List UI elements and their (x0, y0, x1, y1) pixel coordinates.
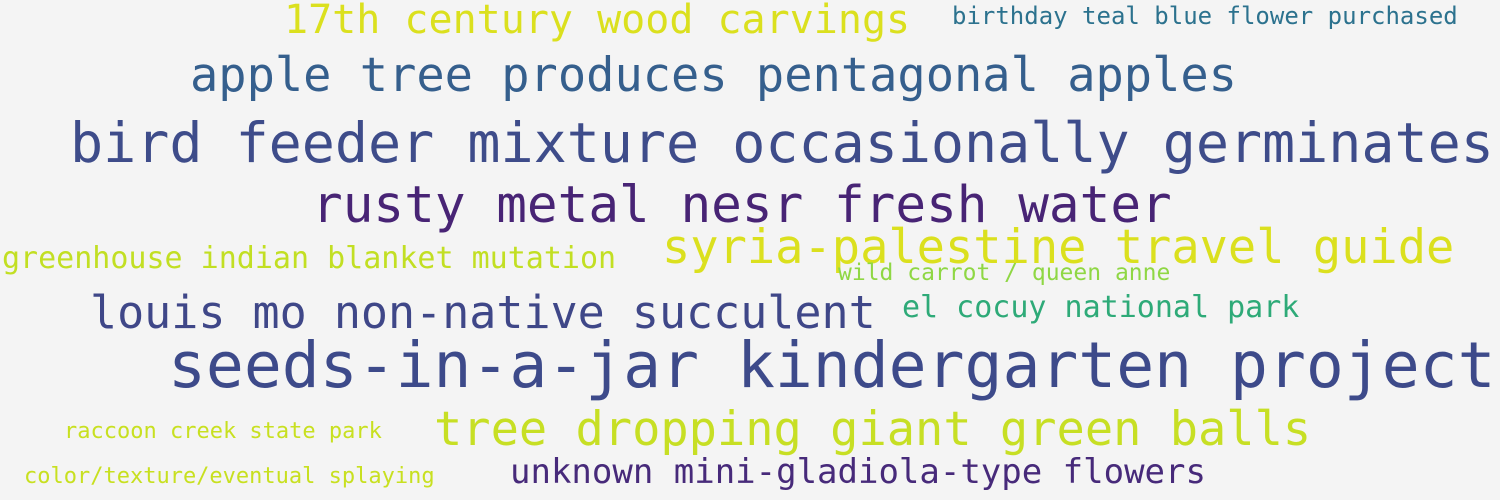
word-louis-mo-non-native-succulent: louis mo non-native succulent (90, 286, 876, 339)
word-color-texture-eventual-splaying: color/texture/eventual splaying (24, 464, 435, 489)
word-birthday-teal-blue-flower-purchased: birthday teal blue flower purchased (952, 2, 1458, 30)
word-tree-dropping-giant-green-balls: tree dropping giant green balls (434, 402, 1312, 457)
word-apple-tree-produces-pentagonal-apples: apple tree produces pentagonal apples (190, 48, 1237, 103)
word-el-cocuy-national-park: el cocuy national park (902, 290, 1300, 325)
word-syria-palestine-travel-guide: syria-palestine travel guide (662, 220, 1455, 275)
word-rusty-metal-nesr-fresh-water: rusty metal nesr fresh water (312, 176, 1172, 235)
word-raccoon-creek-state-park: raccoon creek state park (64, 419, 382, 444)
word-seeds-in-a-jar-kindergarten-project: seeds-in-a-jar kindergarten project (168, 329, 1496, 402)
word-unknown-mini-gladiola-type-flowers: unknown mini-gladiola-type flowers (510, 452, 1206, 492)
word-17th-century-wood-carvings: 17th century wood carvings (284, 0, 911, 43)
word-wild-carrot-queen-anne: wild carrot / queen anne (838, 260, 1171, 286)
word-bird-feeder-mixture-occasionally-germinates: bird feeder mixture occasionally germina… (70, 111, 1494, 175)
word-greenhouse-indian-blanket-mutation: greenhouse indian blanket mutation (2, 241, 617, 276)
